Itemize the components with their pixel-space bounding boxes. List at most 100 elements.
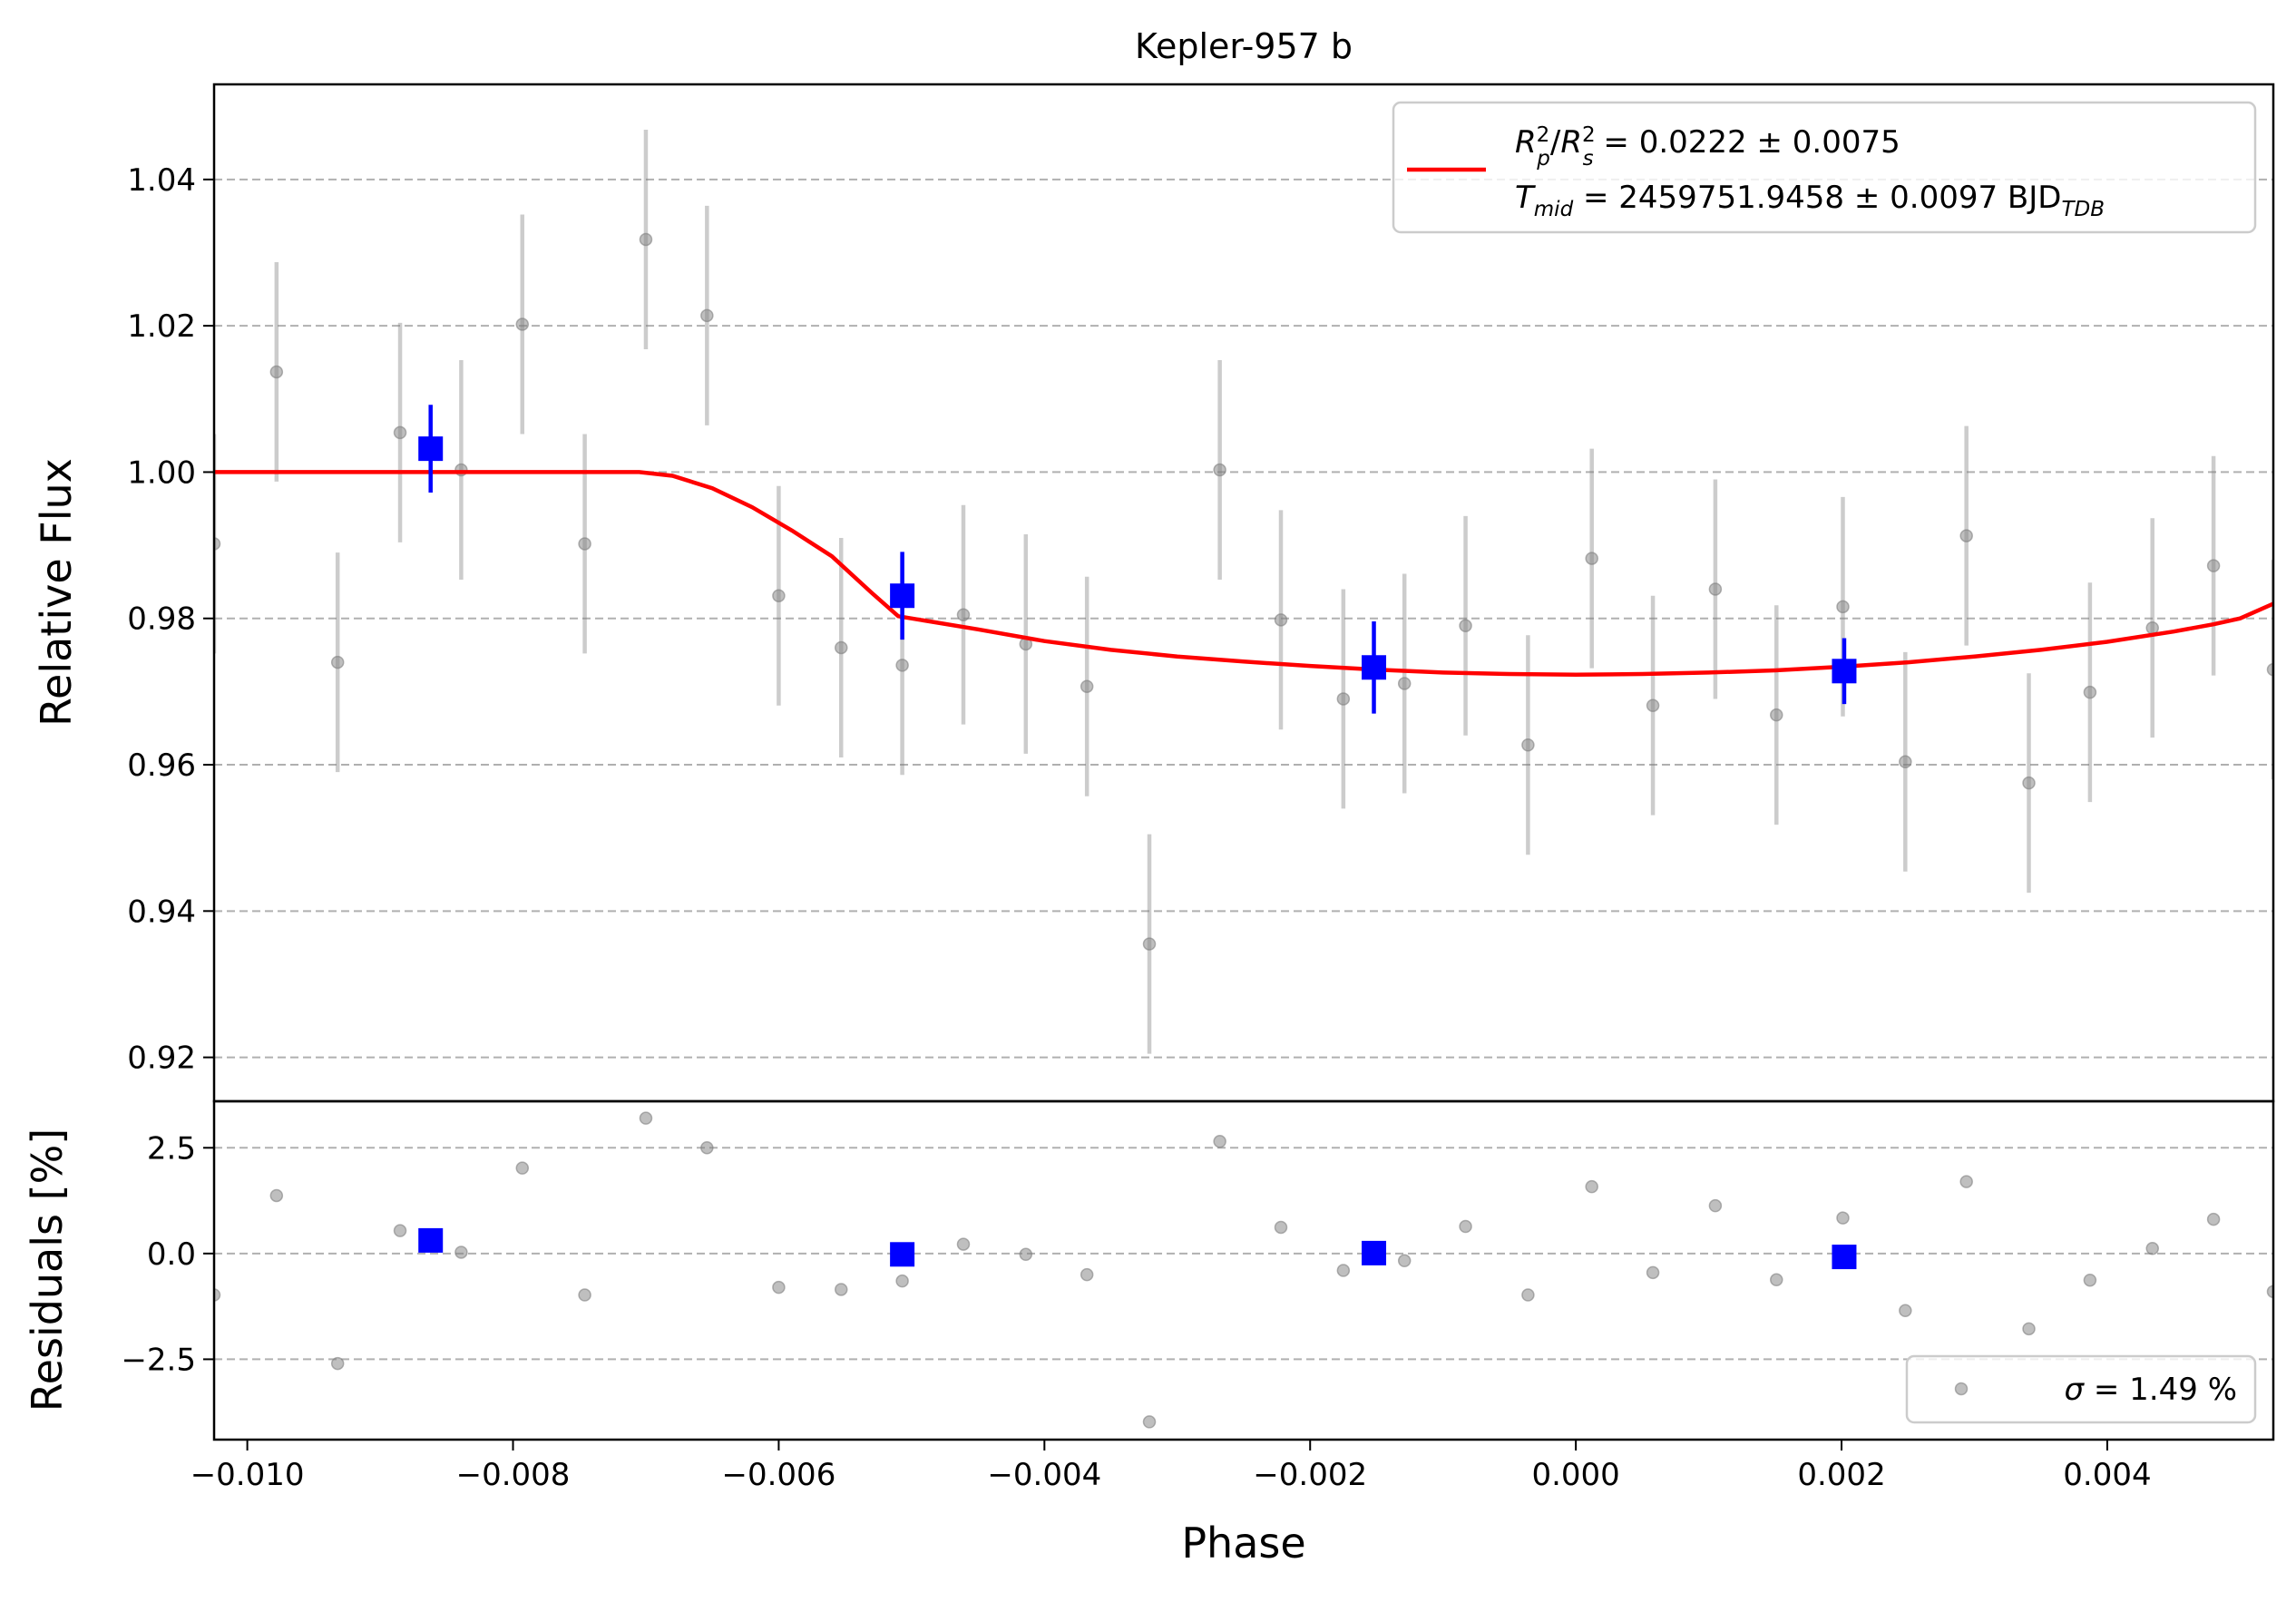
residual-raw-point	[1019, 1247, 1033, 1262]
residual-raw-point	[393, 1224, 407, 1237]
raw-data-point	[1959, 529, 1973, 542]
x-tick-label: −0.010	[191, 1457, 305, 1493]
raw-data-point	[1459, 619, 1472, 633]
raw-data-point	[1521, 738, 1535, 752]
raw-data-point	[1336, 692, 1351, 706]
residual-legend: σ = 1.49 %	[1905, 1354, 2257, 1424]
legend-depth-entry: R2 p/R2 s = 0.0222 ± 0.0075	[1515, 123, 1900, 171]
residual-raw-point	[1646, 1265, 1660, 1280]
x-tick-label: 0.002	[1797, 1457, 1885, 1493]
residual-raw-point	[1770, 1273, 1783, 1287]
transit-model-line	[214, 470, 2273, 678]
raw-data-point	[2083, 685, 2097, 699]
residual-raw-point	[1585, 1179, 1598, 1194]
raw-data-point	[1708, 582, 1723, 596]
x-axis: −0.010 −0.008 −0.006 −0.004 −0.002 0.000 0.002…	[191, 1440, 2152, 1493]
raw-data-point	[2022, 776, 2036, 790]
residual-raw-point	[1213, 1135, 1226, 1148]
residual-raw-point	[2022, 1322, 2036, 1336]
residual-raw-point	[1959, 1175, 1973, 1188]
residual-raw-point	[1521, 1288, 1535, 1302]
bottom-y-axis-title: Residuals [%]	[23, 1128, 72, 1412]
residual-raw-point	[1336, 1264, 1351, 1277]
top-raw-points	[214, 130, 2273, 1054]
residual-raw-point	[2083, 1273, 2097, 1287]
raw-data-point	[1585, 552, 1598, 565]
residual-raw-point	[578, 1288, 591, 1302]
residual-raw-point	[895, 1274, 909, 1288]
binned-data-point	[418, 436, 444, 462]
x-tick-label: −0.002	[1253, 1457, 1367, 1493]
residual-legend-box	[1905, 1354, 2257, 1424]
residual-raw-point	[1459, 1219, 1472, 1234]
residual-raw-point	[454, 1245, 468, 1259]
bottom-panel-frame	[212, 1099, 2275, 1441]
chart-title: Kepler-957 b	[1135, 26, 1353, 66]
x-tick-label: 0.004	[2063, 1457, 2151, 1493]
top-y-axis: 0.92 0.94 0.96 0.98 1.00 1.02 1.04	[127, 162, 214, 1077]
residual-legend-marker	[1954, 1382, 1969, 1396]
residual-raw-point	[956, 1237, 971, 1251]
top-binned-points	[418, 405, 1857, 714]
raw-data-point	[2206, 559, 2221, 572]
binned-data-point	[1362, 655, 1387, 680]
residual-raw-point	[1899, 1304, 1912, 1318]
binned-data-point	[1832, 659, 1857, 684]
raw-data-point	[578, 537, 591, 551]
raw-data-point	[700, 308, 714, 323]
top-y-tick-label: 0.96	[127, 747, 196, 784]
residual-raw-point	[2266, 1285, 2273, 1299]
residual-raw-point	[835, 1283, 848, 1296]
residual-raw-points	[214, 1111, 2273, 1429]
raw-data-point	[515, 317, 530, 331]
raw-data-point	[1142, 937, 1157, 951]
residual-raw-point	[1080, 1267, 1094, 1282]
residual-raw-point	[1397, 1254, 1412, 1268]
residual-raw-point	[1708, 1198, 1723, 1213]
x-tick-label: 0.000	[1531, 1457, 1619, 1493]
raw-data-point	[639, 232, 653, 247]
raw-data-point	[772, 589, 786, 602]
top-y-tick-label: 1.04	[127, 162, 196, 199]
x-tick-label: −0.006	[722, 1457, 836, 1493]
residual-raw-point	[330, 1356, 345, 1371]
residual-raw-point	[1142, 1415, 1157, 1429]
legend-tmid-entry: Tmid = 2459751.9458 ± 0.0097 BJDTDB	[1515, 180, 2105, 221]
residual-raw-point	[515, 1161, 530, 1175]
raw-data-point	[1899, 755, 1912, 769]
raw-data-point	[1646, 698, 1660, 712]
residual-raw-point	[2145, 1242, 2159, 1255]
top-y-tick-label: 0.98	[127, 601, 196, 638]
top-y-tick-label: 1.00	[127, 454, 196, 491]
top-y-tick-label: 1.02	[127, 308, 196, 345]
residual-raw-point	[214, 1288, 221, 1302]
top-y-axis-title: Relative Flux	[32, 458, 81, 727]
raw-data-point	[895, 659, 909, 672]
residual-binned-point	[1832, 1245, 1857, 1270]
bottom-y-tick-label: 0.0	[147, 1236, 196, 1273]
residual-raw-point	[772, 1280, 786, 1294]
raw-data-point	[393, 425, 407, 440]
residual-raw-point	[639, 1111, 653, 1125]
residual-raw-point	[1274, 1220, 1288, 1235]
raw-data-point	[2266, 662, 2273, 677]
binned-data-point	[890, 583, 915, 609]
x-tick-label: −0.004	[987, 1457, 1101, 1493]
raw-data-point	[330, 655, 345, 669]
residual-raw-point	[269, 1188, 284, 1203]
bottom-y-axis: −2.5 0.0 2.5	[121, 1130, 214, 1378]
top-legend-box	[1392, 101, 2257, 234]
top-y-tick-label: 0.94	[127, 894, 196, 930]
residual-binned-point	[418, 1227, 444, 1253]
raw-data-point	[1080, 679, 1094, 693]
residual-raw-point	[1836, 1211, 1850, 1225]
x-axis-title: Phase	[1181, 1519, 1305, 1568]
raw-data-point	[214, 537, 221, 551]
raw-data-point	[1274, 613, 1288, 627]
residual-binned-point	[1362, 1240, 1387, 1265]
raw-data-point	[1836, 600, 1850, 614]
top-legend: R2 p/R2 s = 0.0222 ± 0.0075 Tmid = 2459751…	[1392, 101, 2257, 234]
